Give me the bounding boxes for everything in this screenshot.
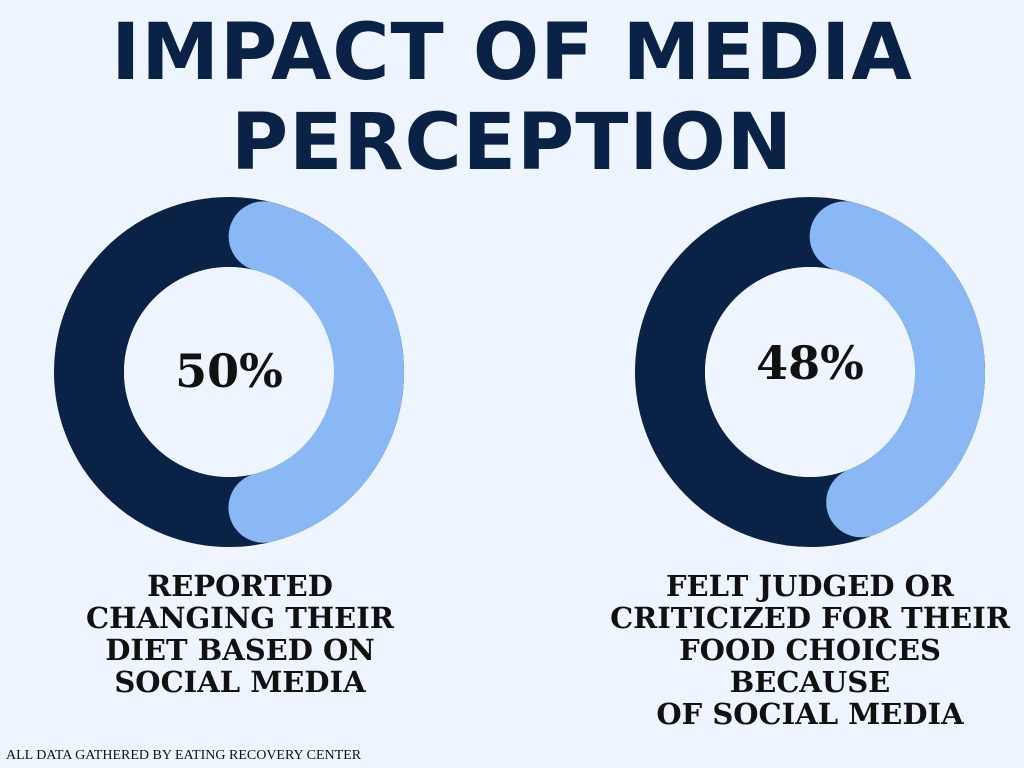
donut-highlight-segment <box>54 197 404 547</box>
page-title: IMPACT OF MEDIA PERCEPTION <box>0 0 1024 188</box>
caption-line: REPORTED <box>147 569 333 603</box>
caption-line: CRITICIZED FOR THEIR <box>610 601 1010 635</box>
caption-judged: FELT JUDGED OR CRITICIZED FOR THEIR FOOD… <box>600 570 1020 730</box>
title-line-2: PERCEPTION <box>230 98 794 188</box>
caption-line: SOCIAL MEDIA <box>114 665 366 699</box>
caption-line: FELT JUDGED OR <box>665 569 955 603</box>
donut-value-label: 50% <box>175 344 283 398</box>
donut-value-label: 48% <box>756 336 864 390</box>
caption-line: FOOD CHOICES BECAUSE <box>679 633 941 699</box>
donut-highlight-segment <box>635 197 985 547</box>
caption-line: CHANGING THEIR <box>86 601 394 635</box>
title-line-1: IMPACT OF MEDIA <box>111 8 913 98</box>
donut-svg-diet-change <box>54 197 404 547</box>
donut-hole <box>705 267 915 477</box>
caption-line: OF SOCIAL MEDIA <box>656 697 964 731</box>
caption-line: DIET BASED ON <box>105 633 375 667</box>
donut-chart-diet-change: 50% <box>53 196 405 548</box>
source-footnote: ALL DATA GATHERED BY EATING RECOVERY CEN… <box>6 748 362 763</box>
donut-hole <box>124 267 334 477</box>
donut-svg-judged <box>635 197 985 547</box>
caption-diet-change: REPORTED CHANGING THEIR DIET BASED ON SO… <box>40 570 440 698</box>
donut-chart-judged: 48% <box>634 196 986 548</box>
